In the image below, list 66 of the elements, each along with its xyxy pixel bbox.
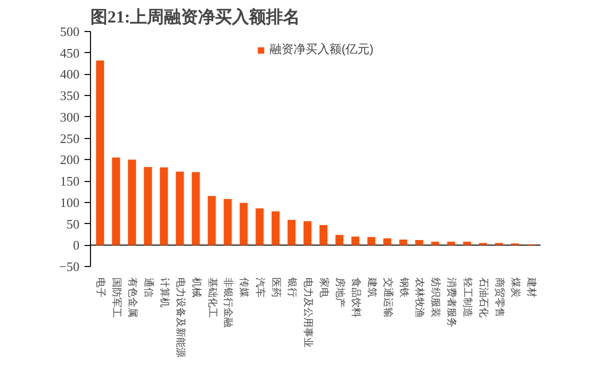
bar: [415, 240, 424, 246]
bar: [367, 237, 376, 246]
y-tick-label: 0: [73, 238, 80, 253]
x-tick-label: 消费者服务: [446, 278, 458, 328]
bar: [112, 158, 120, 246]
x-tick-label: 有色金属: [126, 278, 138, 318]
x-tick-label: 医药: [270, 278, 282, 298]
bar: [319, 225, 328, 246]
bar: [176, 172, 184, 246]
x-tick-label: 钢铁: [398, 276, 410, 298]
bar: [335, 234, 344, 246]
x-tick-label: 通信: [142, 278, 154, 298]
bar: [272, 211, 280, 246]
x-tick-label: 非银行金融: [222, 278, 234, 328]
x-tick-label: 商贸零售: [494, 278, 506, 318]
bar: [256, 208, 264, 246]
bar: [192, 172, 200, 246]
x-tick-label: 轻工制造: [462, 278, 474, 318]
bar: [399, 240, 408, 246]
bar: [208, 196, 216, 246]
bar: [224, 198, 232, 246]
x-tick-label: 传媒: [238, 278, 250, 298]
x-tick-label: 煤炭: [509, 278, 522, 298]
x-tick-label: 国防军工: [110, 278, 123, 318]
bar: [128, 160, 136, 246]
bar: [463, 242, 472, 246]
bar: [351, 236, 360, 246]
bar: [304, 221, 312, 246]
bar: [144, 166, 152, 246]
bar: [160, 167, 168, 246]
x-tick-label: 纺织服装: [430, 278, 442, 318]
y-tick-label: 100: [60, 194, 80, 210]
y-tick-label: 500: [60, 24, 80, 39]
x-tick-label: 交通运输: [382, 278, 394, 318]
y-tick-label: 350: [60, 88, 80, 104]
y-tick-label: 200: [60, 152, 80, 168]
y-tick-label: 300: [60, 109, 80, 124]
y-tick-label: 450: [60, 45, 80, 60]
bar: [288, 220, 296, 246]
y-tick-label: 50: [66, 216, 80, 232]
y-tick-label: 250: [60, 130, 80, 146]
x-tick-label: 基础化工: [206, 278, 218, 318]
bar: [383, 238, 392, 246]
bar: [447, 242, 456, 246]
bar: [431, 242, 440, 246]
x-tick-label: 银行: [286, 276, 298, 298]
x-tick-label: 食品饮料: [350, 278, 362, 318]
x-tick-label: 计算机: [158, 278, 170, 308]
legend-label: 融资净买入额(亿元): [270, 41, 374, 58]
x-tick-label: 电子: [94, 278, 107, 298]
x-tick-label: 农林牧渔: [414, 278, 426, 318]
x-tick-label: 房地产: [334, 278, 346, 308]
y-tick-label: −50: [59, 259, 80, 274]
bar: [240, 202, 248, 246]
x-tick-label: 建筑: [366, 276, 378, 298]
chart-title: 图21:上周融资净买入额排名: [90, 8, 300, 26]
x-tick-label: 家电: [318, 278, 330, 298]
x-tick-label: 石油石化: [478, 278, 490, 318]
x-tick-label: 汽车: [254, 278, 266, 298]
x-tick-label: 机械: [190, 278, 202, 298]
x-tick-label: 电力及公用事业: [302, 278, 314, 348]
x-tick-label: 建材: [525, 276, 538, 298]
y-tick-label: 150: [60, 174, 80, 189]
x-tick-label: 电力设备及新能源: [174, 278, 186, 358]
bar: [96, 60, 104, 246]
y-tick-label: 400: [60, 66, 80, 82]
